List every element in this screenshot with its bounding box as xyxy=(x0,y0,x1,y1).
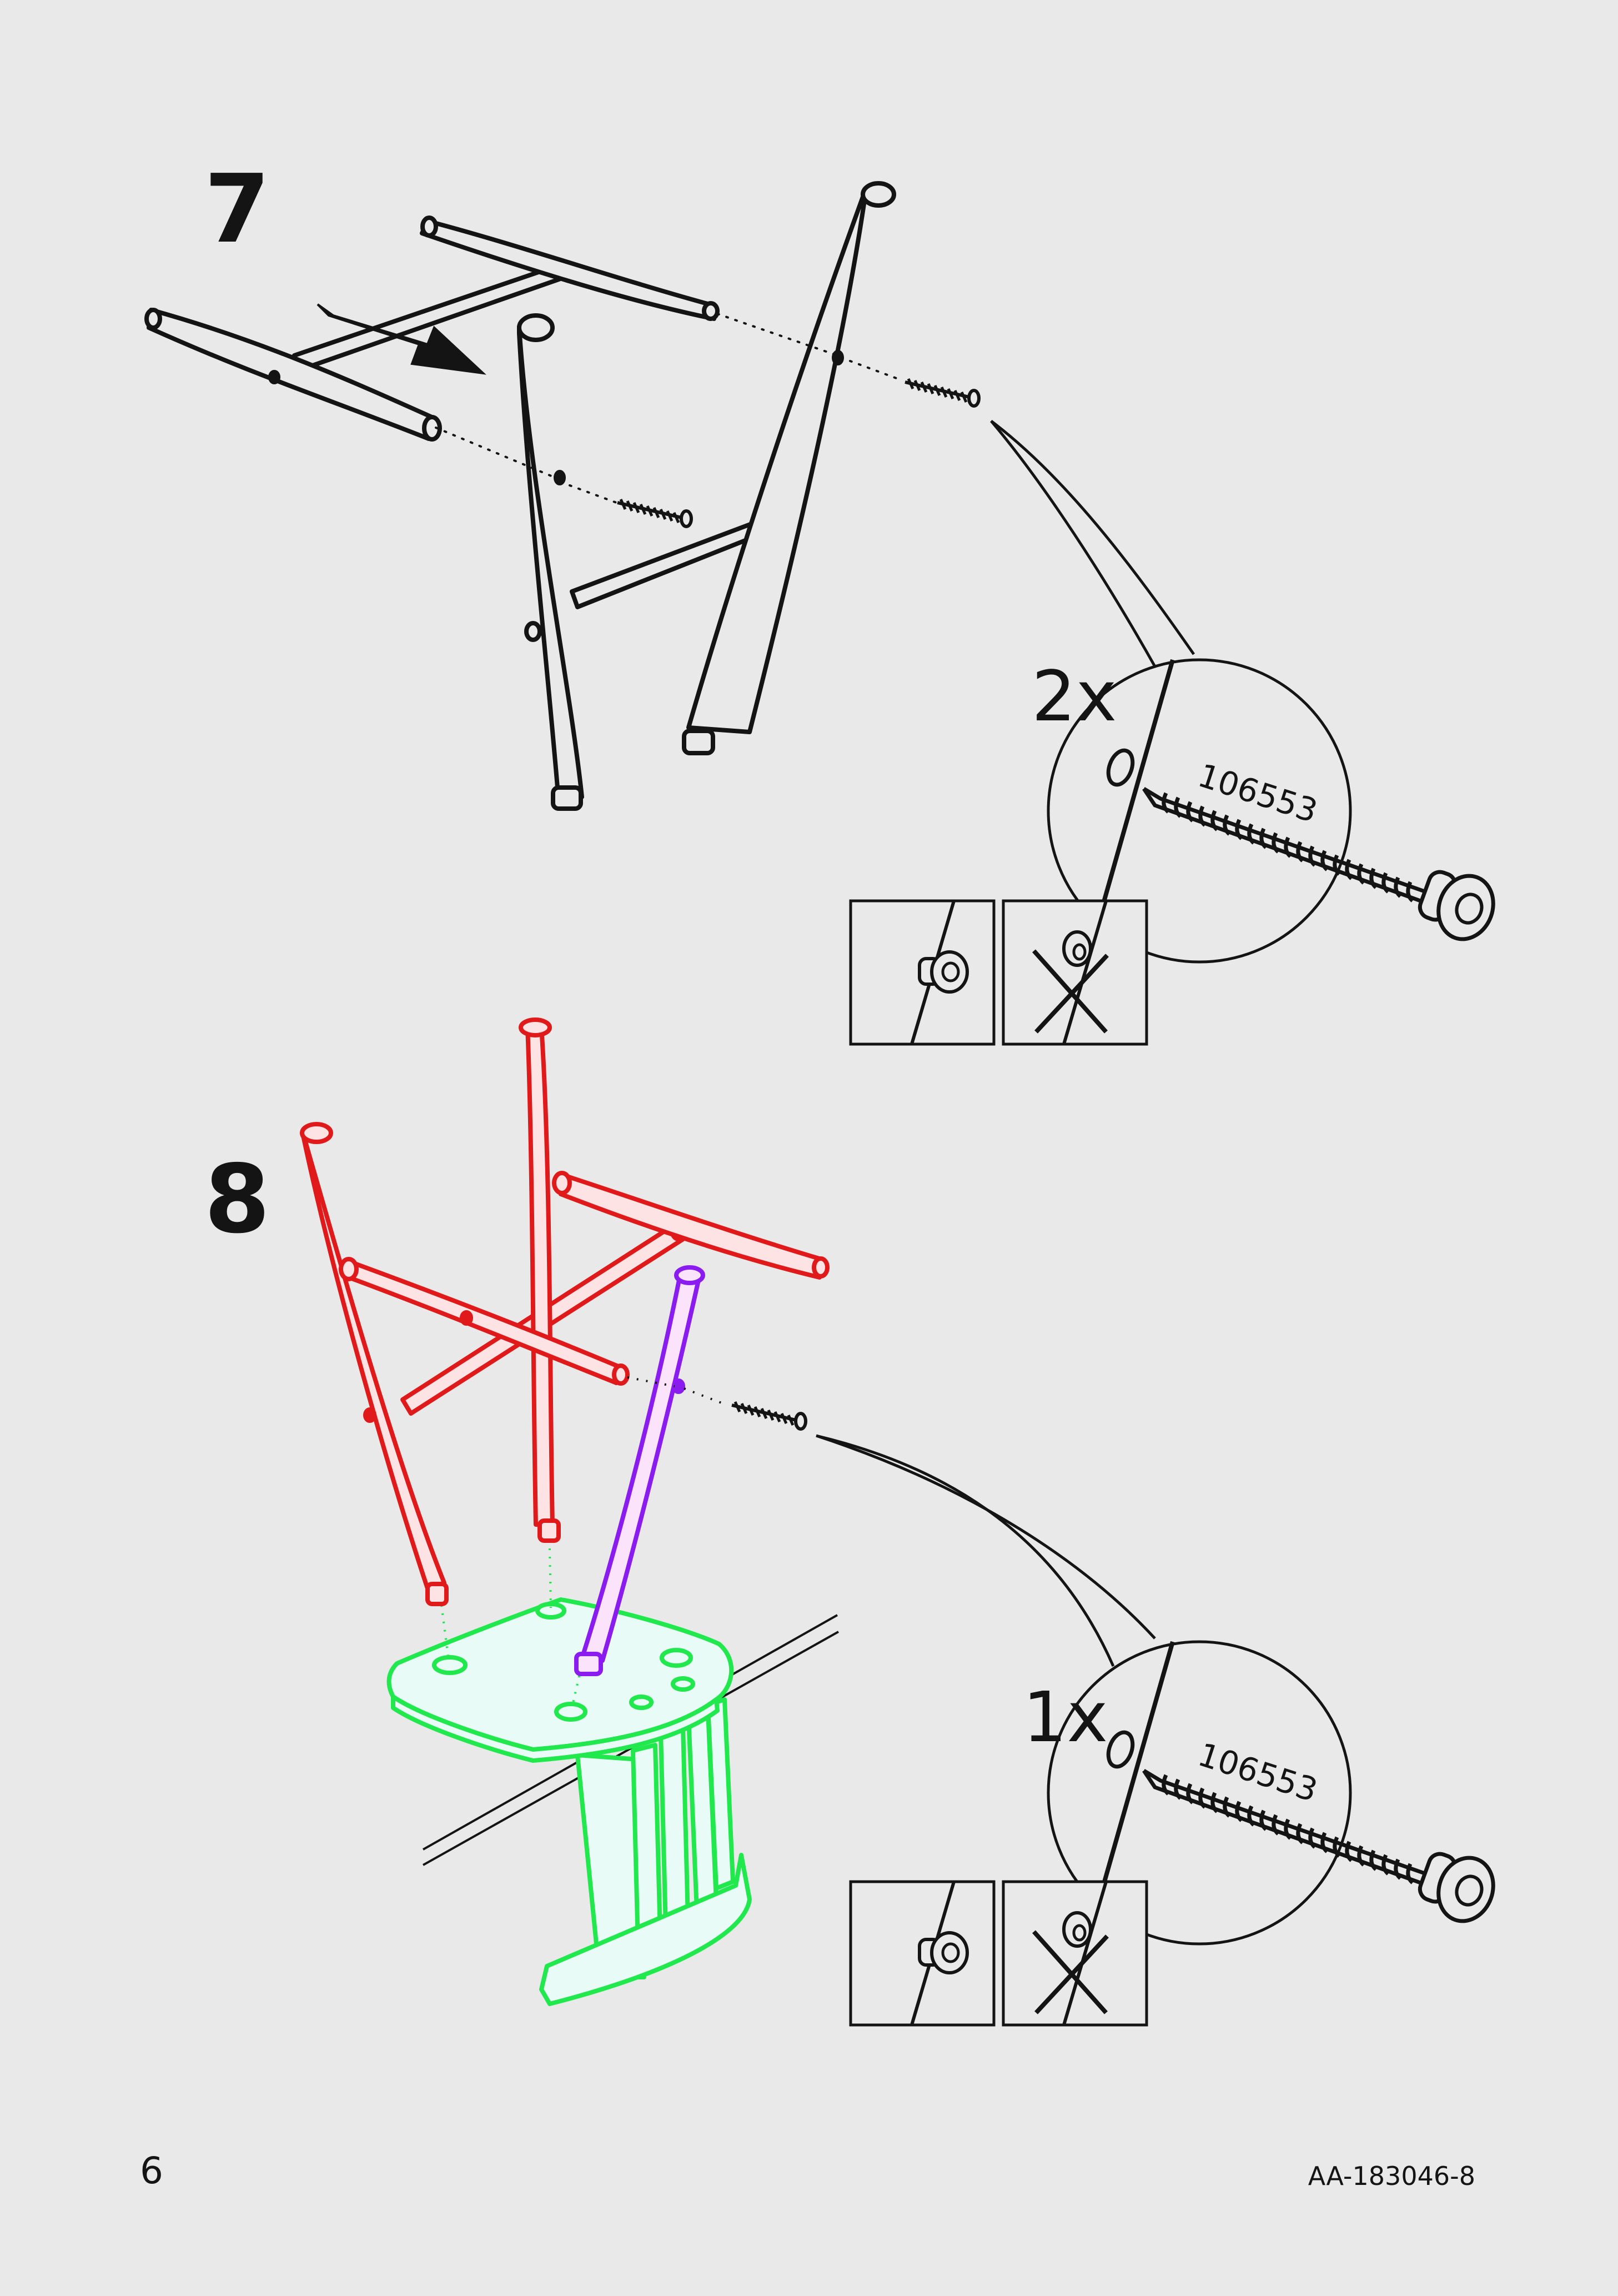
quantity-label: 2x xyxy=(1032,656,1117,737)
arrow-icon xyxy=(316,303,486,375)
screw-icon xyxy=(732,1402,806,1429)
step-7-illustration xyxy=(144,181,903,811)
document-id: AA-183046-8 xyxy=(1308,2161,1475,2191)
chair-seat xyxy=(386,1597,752,2006)
leg-right xyxy=(686,186,868,734)
page-number: 6 xyxy=(140,2149,163,2192)
step-number: 8 xyxy=(204,1145,270,1255)
correct-wrong-icons xyxy=(851,1882,1147,2025)
screw-icon xyxy=(617,499,691,527)
leg-frame xyxy=(300,1017,830,1606)
step-number: 7 xyxy=(204,154,270,264)
leg-new xyxy=(574,1265,705,1676)
quantity-label: 1x xyxy=(1023,1677,1108,1758)
correct-wrong-icons xyxy=(851,901,1147,1044)
screw-icon xyxy=(905,379,979,406)
leg-left xyxy=(517,324,584,803)
